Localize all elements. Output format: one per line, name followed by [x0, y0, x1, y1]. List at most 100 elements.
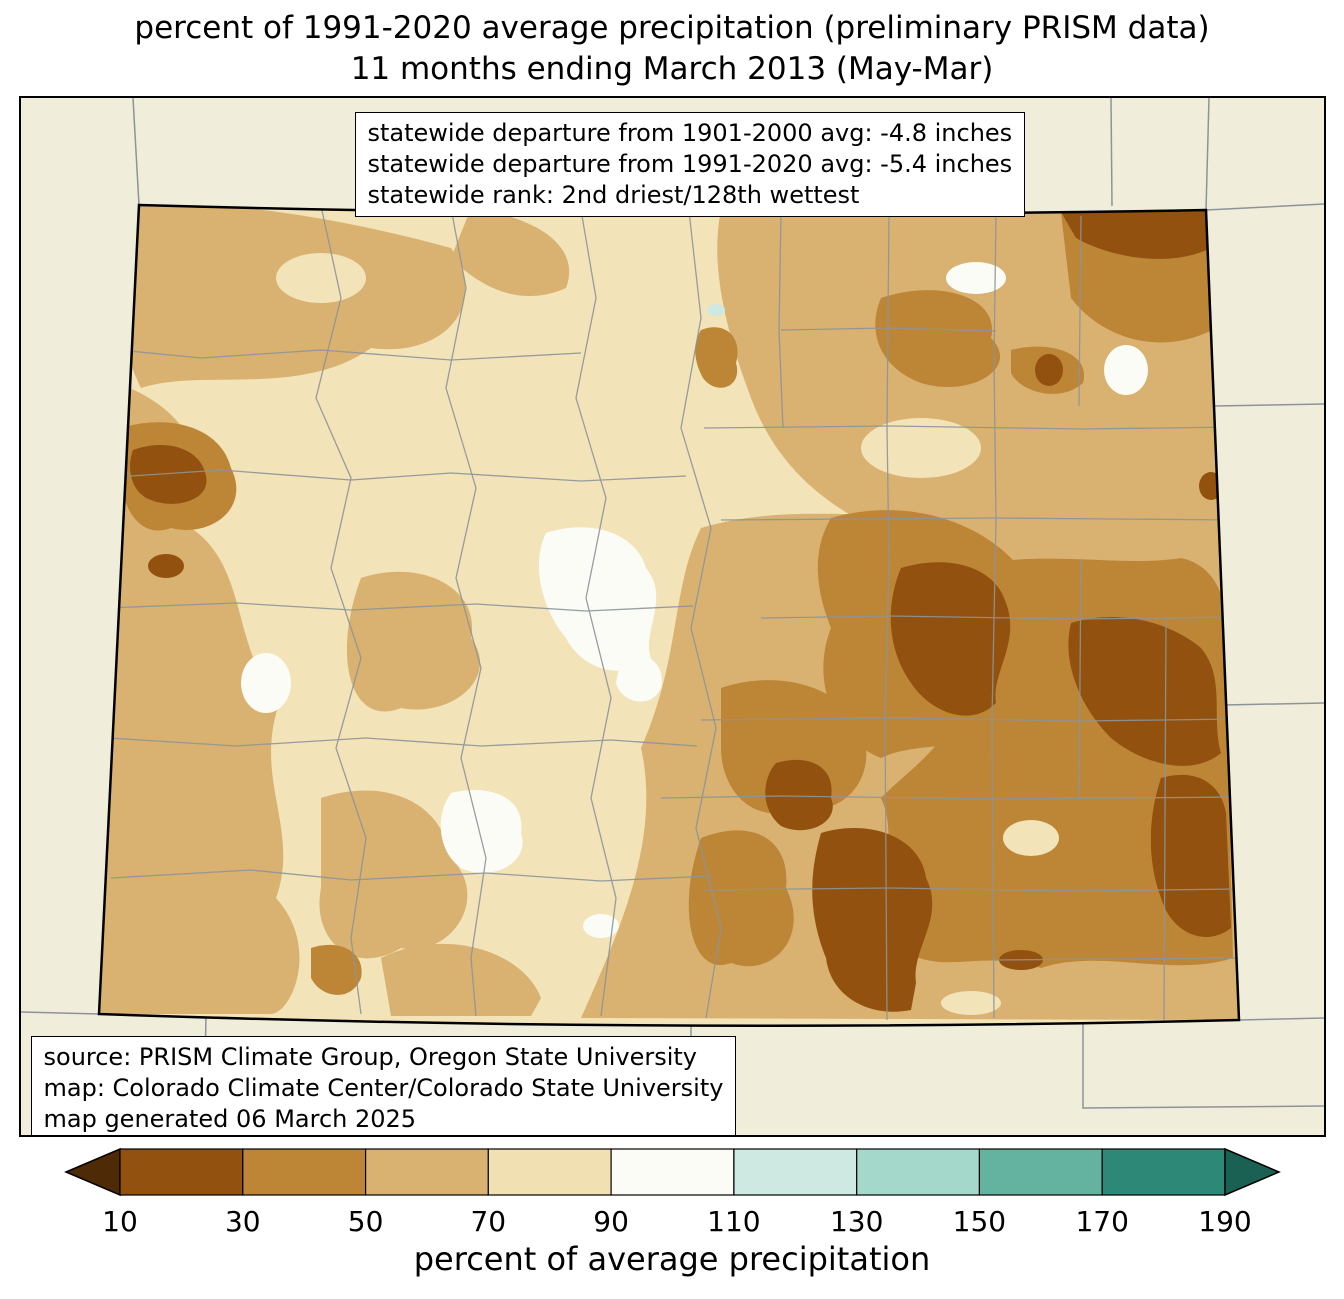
- county-line: [98, 347, 581, 361]
- county-line: [108, 737, 697, 747]
- precip-region: [450, 207, 569, 296]
- precip-region: [945, 261, 1006, 294]
- precip-region: [694, 327, 738, 388]
- colorbar-tick: 150: [953, 1205, 1006, 1238]
- county-line: [703, 887, 1237, 892]
- county-line: [883, 211, 890, 1020]
- boundary-line: [1081, 1017, 1324, 1109]
- county-line: [660, 795, 1239, 800]
- source-line-2: map: Colorado Climate Center/Colorado St…: [43, 1074, 724, 1102]
- precip-region: [1002, 819, 1059, 856]
- precip-region: [874, 289, 1000, 387]
- county-line: [444, 207, 487, 1016]
- colorbar: 10 30 50 70 90 110 130 150 170 190 perce…: [0, 1145, 1344, 1278]
- regions-10-30: [129, 210, 1231, 1012]
- colorbar-tick: 90: [593, 1205, 629, 1238]
- precip-region: [940, 990, 1001, 1015]
- stats-line-3: statewide rank: 2nd driest/128th wettest: [367, 181, 860, 210]
- county-line: [100, 469, 686, 482]
- precip-region: [310, 944, 362, 995]
- precip-region: [346, 571, 480, 712]
- colorbar-tick: 190: [1198, 1205, 1251, 1238]
- precip-region: [380, 943, 541, 1016]
- county-line: [760, 615, 1237, 620]
- colorbar-svg: 10 30 50 70 90 110 130 150 170 190: [64, 1147, 1281, 1238]
- colorbar-segment: [365, 1148, 490, 1196]
- colorbar-segment: [733, 1148, 858, 1196]
- county-line: [777, 212, 784, 428]
- source-line-1: source: PRISM Climate Group, Oregon Stat…: [43, 1042, 698, 1071]
- precip-region: [1067, 616, 1221, 766]
- boundary-line: [1238, 1017, 1324, 1021]
- precip-region: [275, 252, 366, 303]
- county-lines: [98, 205, 1239, 1020]
- boundary-line: [131, 97, 140, 205]
- colorbar-tick: 110: [707, 1205, 760, 1238]
- precip-region: [811, 827, 932, 1012]
- precip-region: [129, 444, 206, 504]
- statewide-stats-box: statewide departure from 1901-2000 avg: …: [354, 111, 1026, 218]
- colorbar-segment: [487, 1148, 612, 1196]
- boundary-line: [1109, 97, 1113, 206]
- county-line: [110, 869, 711, 882]
- title-line-1: percent of 1991-2020 average precipitati…: [134, 10, 1210, 46]
- map-frame: statewide departure from 1901-2000 avg: …: [18, 95, 1326, 1137]
- county-line: [1162, 617, 1167, 1020]
- precip-region: [890, 562, 1010, 716]
- colorbar-axis-label: percent of average precipitation: [413, 1239, 931, 1278]
- colorbar-segment: [978, 1148, 1103, 1196]
- precip-region: [318, 790, 467, 959]
- colorbar-tick: 10: [102, 1205, 138, 1238]
- precip-region: [688, 830, 794, 967]
- county-line: [700, 717, 1239, 722]
- precip-region: [440, 789, 523, 873]
- precip-region: [1060, 210, 1211, 259]
- colorbar-tick: 50: [348, 1205, 384, 1238]
- precip-region: [860, 417, 981, 478]
- colorbar-tick: 170: [1075, 1205, 1128, 1238]
- county-line: [703, 425, 1239, 430]
- regions-90-110: [240, 261, 1148, 938]
- colorbar-arrow-low: [64, 1147, 121, 1196]
- colorbar-segment: [242, 1148, 367, 1196]
- source-attribution-box: source: PRISM Climate Group, Oregon Stat…: [30, 1035, 737, 1135]
- source-line-3: map generated 06 March 2025: [43, 1105, 417, 1134]
- colorbar-tick: 130: [830, 1205, 883, 1238]
- county-line: [314, 205, 367, 1014]
- regions-110-130: [706, 303, 725, 316]
- map-title: percent of 1991-2020 average precipitati…: [0, 0, 1344, 90]
- precip-region: [615, 654, 662, 702]
- county-line: [105, 602, 693, 612]
- county-line: [995, 957, 1237, 961]
- precip-region: [98, 377, 299, 1014]
- boundary-line: [1205, 203, 1324, 211]
- county-line: [1077, 215, 1082, 798]
- colorbar-segment: [610, 1148, 735, 1196]
- stats-line-2: statewide departure from 1991-2020 avg: …: [367, 150, 1013, 178]
- county-line: [720, 517, 1239, 521]
- colorbar-segment: [119, 1148, 244, 1196]
- regions-70-90-overlay: [275, 252, 1059, 1015]
- title-line-2: 11 months ending March 2013 (May-Mar): [350, 50, 994, 87]
- precip-region: [764, 759, 833, 831]
- county-line: [780, 327, 996, 332]
- boundary-line: [1204, 97, 1210, 210]
- colorbar-segment: [856, 1148, 981, 1196]
- precip-region: [1150, 774, 1231, 937]
- county-line: [679, 210, 722, 1018]
- colorbar-arrow-high: [1224, 1147, 1281, 1196]
- precip-region: [240, 652, 291, 713]
- precip-region: [582, 913, 619, 938]
- boundary-line: [1223, 702, 1324, 706]
- county-line: [574, 209, 617, 1016]
- boundary-line: [20, 1011, 99, 1015]
- precip-region: [1034, 353, 1063, 386]
- precip-region: [706, 303, 725, 316]
- precip-region: [1103, 344, 1148, 395]
- county-line: [990, 213, 997, 1018]
- boundary-line: [1213, 403, 1324, 407]
- colorbar-tick: 30: [225, 1205, 261, 1238]
- colorbar-tick: 70: [470, 1205, 506, 1238]
- colorado-precip-map: [20, 97, 1324, 1135]
- precip-region: [147, 553, 184, 578]
